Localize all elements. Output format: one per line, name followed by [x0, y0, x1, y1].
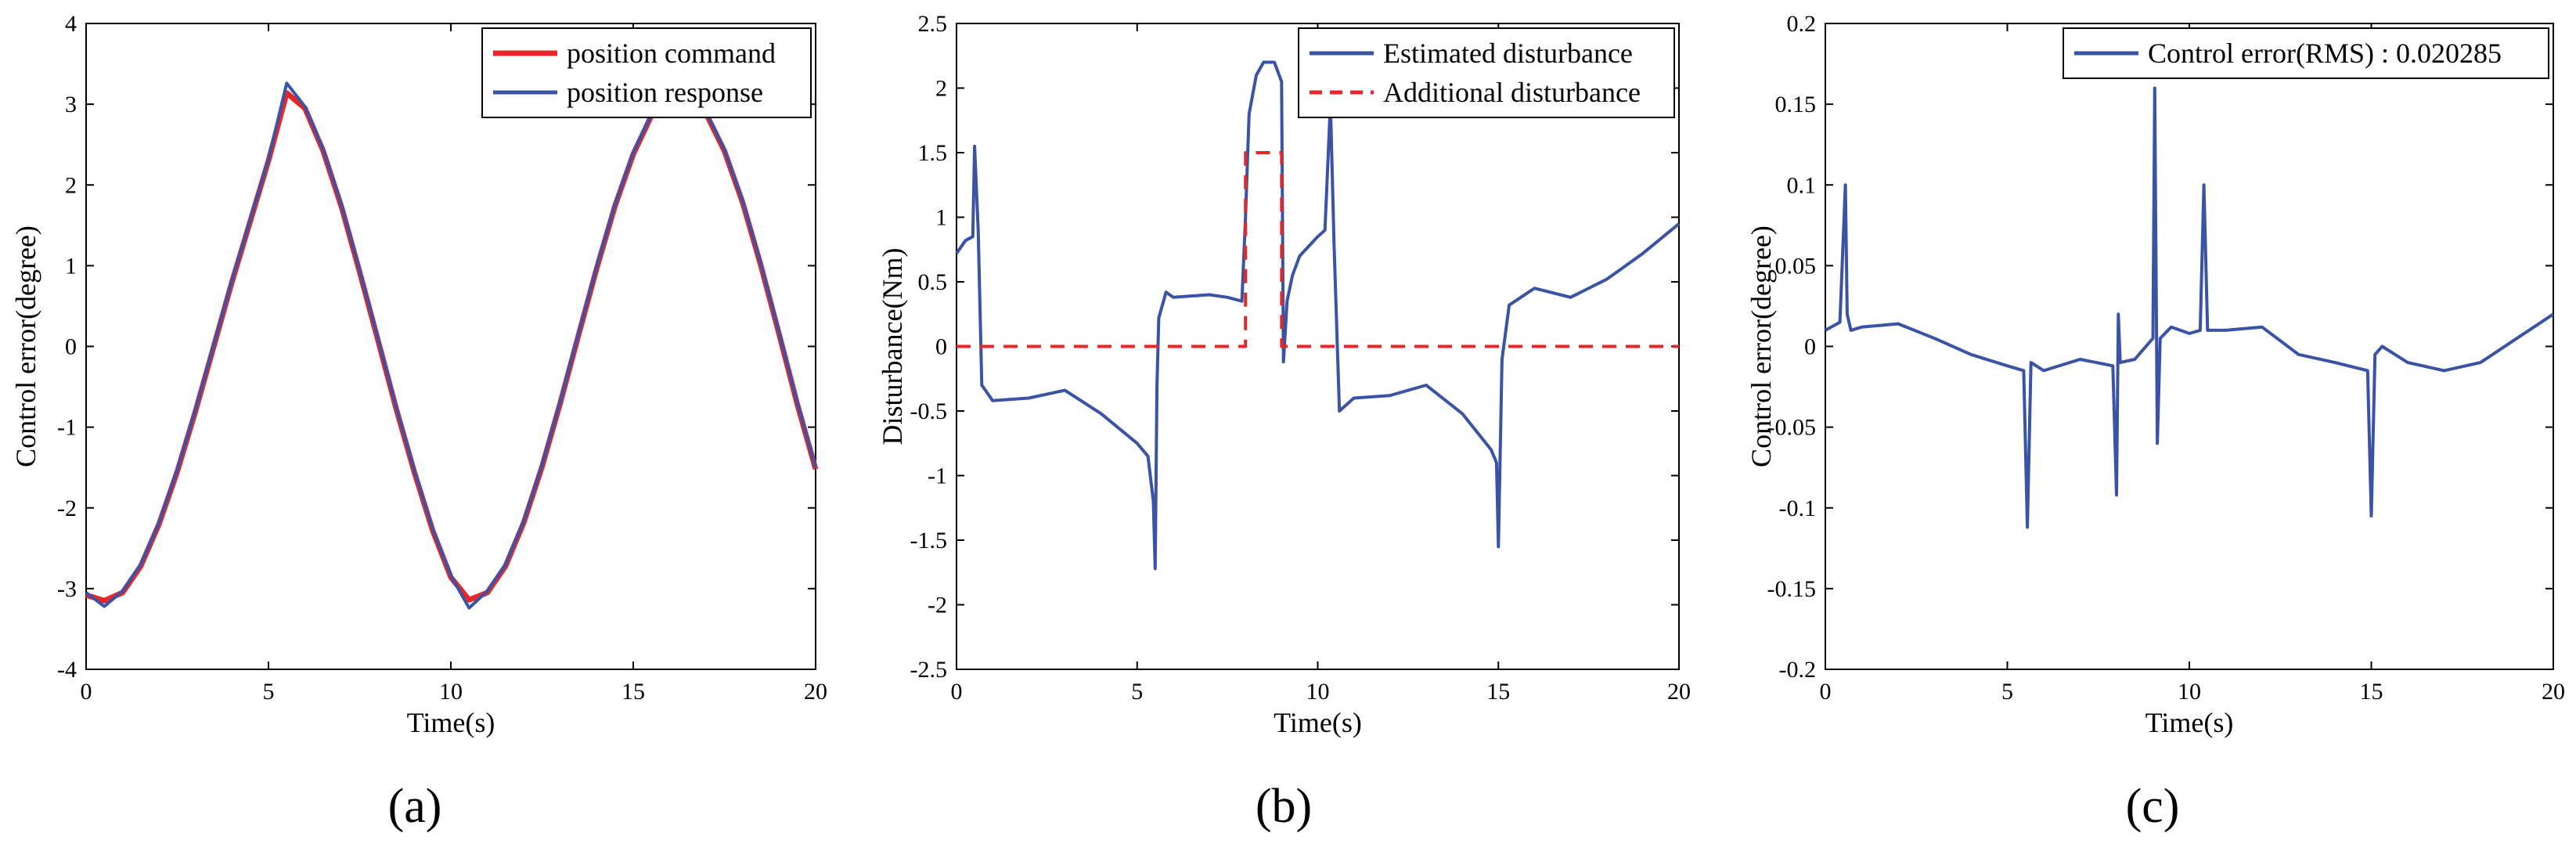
- y-tick-label: 0: [1804, 334, 1816, 360]
- legend-box: [481, 27, 812, 118]
- y-tick-label: -0.05: [1767, 415, 1817, 441]
- y-tick-label: 1.5: [918, 140, 948, 166]
- panel-a: 0 5 10 15 20 -4 -3 -2 -1 0 1 2 3 4 Time(s) Control erro…: [10, 11, 827, 833]
- y-tick-label: 0.15: [1775, 92, 1817, 117]
- x-tick-label: 5: [2001, 679, 2013, 705]
- x-axis-label: Time(s): [2145, 707, 2234, 738]
- panel-label: (c): [2126, 780, 2180, 833]
- y-tick-label: -1: [57, 415, 77, 441]
- y-tick-label: -0.5: [910, 398, 948, 424]
- y-tick-label: 0.2: [1787, 11, 1817, 37]
- panel-b: 0 5 10 15 20 -2.5 -2 -1.5 -1 -0.5 0 0.5 1 1.5 2 2.5 Time…: [877, 11, 1691, 833]
- y-tick-label: -4: [57, 657, 77, 683]
- legend-box: [2063, 27, 2549, 79]
- x-tick-label: 15: [1486, 679, 1510, 705]
- x-tick-label: 0: [81, 679, 92, 705]
- y-tick-label: 0.05: [1775, 253, 1817, 279]
- y-tick-label: 0.1: [1787, 172, 1817, 198]
- y-tick-label: -0.1: [1779, 496, 1817, 521]
- legend-entry-label: Additional disturbance: [1383, 77, 1641, 108]
- y-tick-label: 0: [935, 334, 947, 360]
- y-tick-label: 0: [65, 334, 77, 360]
- panel-label: (a): [388, 780, 442, 833]
- x-tick-label: 0: [951, 679, 963, 705]
- y-tick-label: 1: [65, 253, 77, 279]
- legend-entry-label: position response: [567, 77, 763, 108]
- x-tick-label: 20: [804, 679, 827, 705]
- y-tick-label: 4: [65, 11, 77, 37]
- y-tick-label: -2: [928, 593, 947, 618]
- y-tick-label: -3: [57, 576, 77, 602]
- x-tick-label: 15: [2360, 679, 2383, 705]
- y-tick-label: 0.5: [918, 269, 948, 295]
- x-tick-label: 5: [1131, 679, 1143, 705]
- y-tick-label: -1.5: [910, 528, 948, 553]
- x-tick-label: 10: [439, 679, 463, 705]
- x-tick-label: 0: [1820, 679, 1832, 705]
- x-axis-label: Time(s): [407, 707, 495, 738]
- y-tick-label: 2: [65, 172, 77, 198]
- series-line: [1825, 86, 2555, 529]
- series-line: [957, 151, 1679, 348]
- plot-frame: [956, 23, 1680, 670]
- y-tick-label: -1: [928, 463, 947, 489]
- legend-entry-label: Estimated disturbance: [1383, 38, 1633, 69]
- legend-box: [1298, 27, 1675, 118]
- y-tick-label: -2: [57, 496, 77, 521]
- x-axis-label: Time(s): [1274, 707, 1362, 738]
- series-line: [955, 60, 1681, 571]
- y-tick-label: -0.2: [1779, 657, 1817, 683]
- y-tick-label: 2: [935, 76, 947, 102]
- legend-entry-label: position command: [567, 38, 776, 69]
- y-axis-label: Control error(degree): [10, 225, 41, 467]
- x-tick-label: 10: [2178, 679, 2201, 705]
- y-tick-label: -0.15: [1767, 576, 1817, 602]
- plot-frame: [1825, 23, 2554, 670]
- x-tick-label: 10: [1306, 679, 1330, 705]
- panel-label: (b): [1256, 780, 1312, 833]
- y-tick-label: 1: [935, 205, 947, 231]
- y-tick-label: 3: [65, 92, 77, 117]
- panel-c: 0 5 10 15 20 -0.2 -0.15 -0.1 -0.05 0 0.05 0.1 0.15 0.…: [1746, 11, 2565, 833]
- y-tick-label: 2.5: [918, 11, 948, 37]
- plot-frame: [85, 23, 816, 670]
- y-tick-label: -2.5: [910, 657, 948, 683]
- y-axis-label: Control error(degree): [1746, 225, 1777, 467]
- x-tick-label: 20: [1667, 679, 1691, 705]
- y-axis-label: Disturbance(Nm): [877, 248, 908, 445]
- legend-entry-label: Control error(RMS) : 0.020285: [2148, 38, 2502, 69]
- x-tick-label: 15: [621, 679, 645, 705]
- x-tick-label: 20: [2542, 679, 2565, 705]
- x-tick-label: 5: [263, 679, 275, 705]
